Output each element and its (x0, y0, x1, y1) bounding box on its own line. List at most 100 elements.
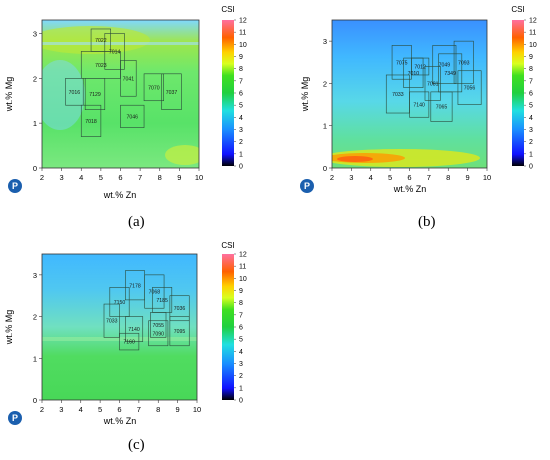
x-tick-label: 5 (98, 405, 102, 414)
colorbar-tick-label: 0 (239, 398, 243, 405)
alloy-label: 7140 (128, 327, 140, 333)
y-tick-label: 1 (33, 354, 37, 363)
x-tick-label: 6 (118, 173, 122, 182)
y-tick-label: 2 (323, 79, 327, 88)
x-tick-label: 10 (195, 173, 203, 182)
x-tick-label: 2 (40, 173, 44, 182)
alloy-label: 7012 (414, 65, 426, 71)
y-tick-label: 0 (33, 164, 37, 173)
colorbar-tick-label: 9 (239, 288, 243, 295)
alloy-box (403, 57, 424, 88)
colorbar-tick-label: 10 (239, 276, 247, 283)
x-tick-label: 9 (466, 173, 470, 182)
x-tick-label: 4 (369, 173, 373, 182)
alloy-box (125, 316, 144, 342)
alloy-box (150, 312, 167, 338)
alloy-label: 7018 (85, 119, 97, 125)
chart-panel-b: 7075 7049 70937012701070817349703371407056… (300, 5, 537, 194)
colorbar-tick-label: 2 (529, 139, 533, 146)
alloy-label: 7036 (174, 306, 186, 312)
panel-caption-b: (b) (418, 214, 436, 230)
alloy-label: 7014 (109, 49, 121, 55)
x-tick-label: 8 (158, 173, 162, 182)
alloy-label: 7090 (152, 331, 164, 337)
heatmap-band (42, 42, 199, 45)
alloy-box (80, 104, 102, 137)
x-tick-label: 8 (156, 405, 160, 414)
x-tick-label: 3 (59, 405, 63, 414)
colorbar-tick-label: 11 (529, 30, 536, 37)
colorbar-tick-label: 3 (239, 127, 243, 134)
colorbar (222, 254, 234, 400)
colorbar-tick-label: 10 (239, 42, 247, 49)
alloy-label: 7081 (427, 81, 439, 87)
x-axis-label: wt.% Zn (393, 184, 427, 194)
y-tick-label: 0 (33, 396, 37, 405)
heatmap-hotspot (337, 156, 373, 162)
alloy-label: 7150 (114, 300, 126, 306)
colorbar-tick-label: 12 (529, 18, 537, 25)
alloy-label: 7049 (439, 62, 451, 68)
y-tick-label: 1 (323, 122, 327, 131)
colorbar-tick-label: 2 (239, 373, 243, 380)
alloy-box (457, 70, 482, 105)
y-axis-label: wt.% Mg (300, 77, 310, 113)
publisher-logo-icon: P (300, 179, 314, 193)
x-tick-label: 2 (40, 405, 44, 414)
alloy-label: 7033 (106, 319, 118, 325)
colorbar-tick-label: 7 (529, 78, 533, 85)
alloy-box (432, 45, 457, 84)
colorbar-tick-label: 5 (239, 337, 243, 344)
colorbar-tick-label: 5 (239, 103, 243, 110)
alloy-label: 7046 (127, 114, 139, 120)
colorbar-title: CSI (221, 242, 234, 250)
x-tick-label: 6 (117, 405, 121, 414)
y-axis-label: wt.% Mg (4, 310, 14, 346)
alloy-box (424, 66, 441, 101)
colorbar-tick-label: 4 (529, 115, 533, 122)
alloy-label: 7070 (148, 85, 160, 91)
alloy-box (84, 78, 106, 110)
colorbar-tick-label: 4 (239, 115, 243, 122)
colorbar (512, 20, 524, 166)
alloy-box (169, 295, 190, 322)
x-tick-label: 4 (79, 405, 83, 414)
alloy-label: 7056 (464, 86, 476, 92)
y-tick-label: 3 (323, 37, 327, 46)
x-tick-label: 7 (137, 405, 141, 414)
colorbar-tick-label: 0 (239, 164, 243, 171)
alloy-box (65, 78, 84, 106)
publisher-logo-icon: P (8, 179, 22, 193)
colorbar-tick-label: 1 (239, 385, 243, 392)
alloy-label: 7068 (149, 290, 161, 296)
alloy-box (169, 316, 190, 347)
colorbar-tick-label: 3 (529, 127, 533, 134)
alloy-box (103, 303, 120, 338)
colorbar-tick-label: 3 (239, 361, 243, 368)
alloy-label: 7065 (436, 105, 448, 111)
colorbar-tick-label: 0 (529, 164, 533, 171)
colorbar-tick-label: 8 (239, 300, 243, 307)
colorbar-tick-label: 9 (529, 54, 533, 61)
x-axis-label: wt.% Zn (103, 416, 137, 426)
colorbar-tick-label: 1 (529, 151, 533, 158)
alloy-box (161, 73, 182, 110)
heatmap-hotspot (165, 145, 199, 165)
x-tick-label: 4 (79, 173, 83, 182)
y-tick-label: 1 (33, 119, 37, 128)
alloy-label: 7095 (174, 329, 186, 335)
x-tick-label: 7 (427, 173, 431, 182)
colorbar-tick-label: 8 (239, 66, 243, 73)
colorbar-tick-label: 11 (239, 264, 246, 271)
colorbar-tick-label: 11 (239, 30, 246, 37)
x-tick-label: 9 (177, 173, 181, 182)
alloy-label: 7016 (69, 90, 81, 96)
colorbar-tick-label: 10 (529, 42, 537, 49)
alloy-label: 7023 (95, 63, 107, 69)
x-tick-label: 10 (483, 173, 491, 182)
x-tick-label: 6 (407, 173, 411, 182)
x-tick-label: 3 (60, 173, 64, 182)
y-tick-label: 2 (33, 74, 37, 83)
